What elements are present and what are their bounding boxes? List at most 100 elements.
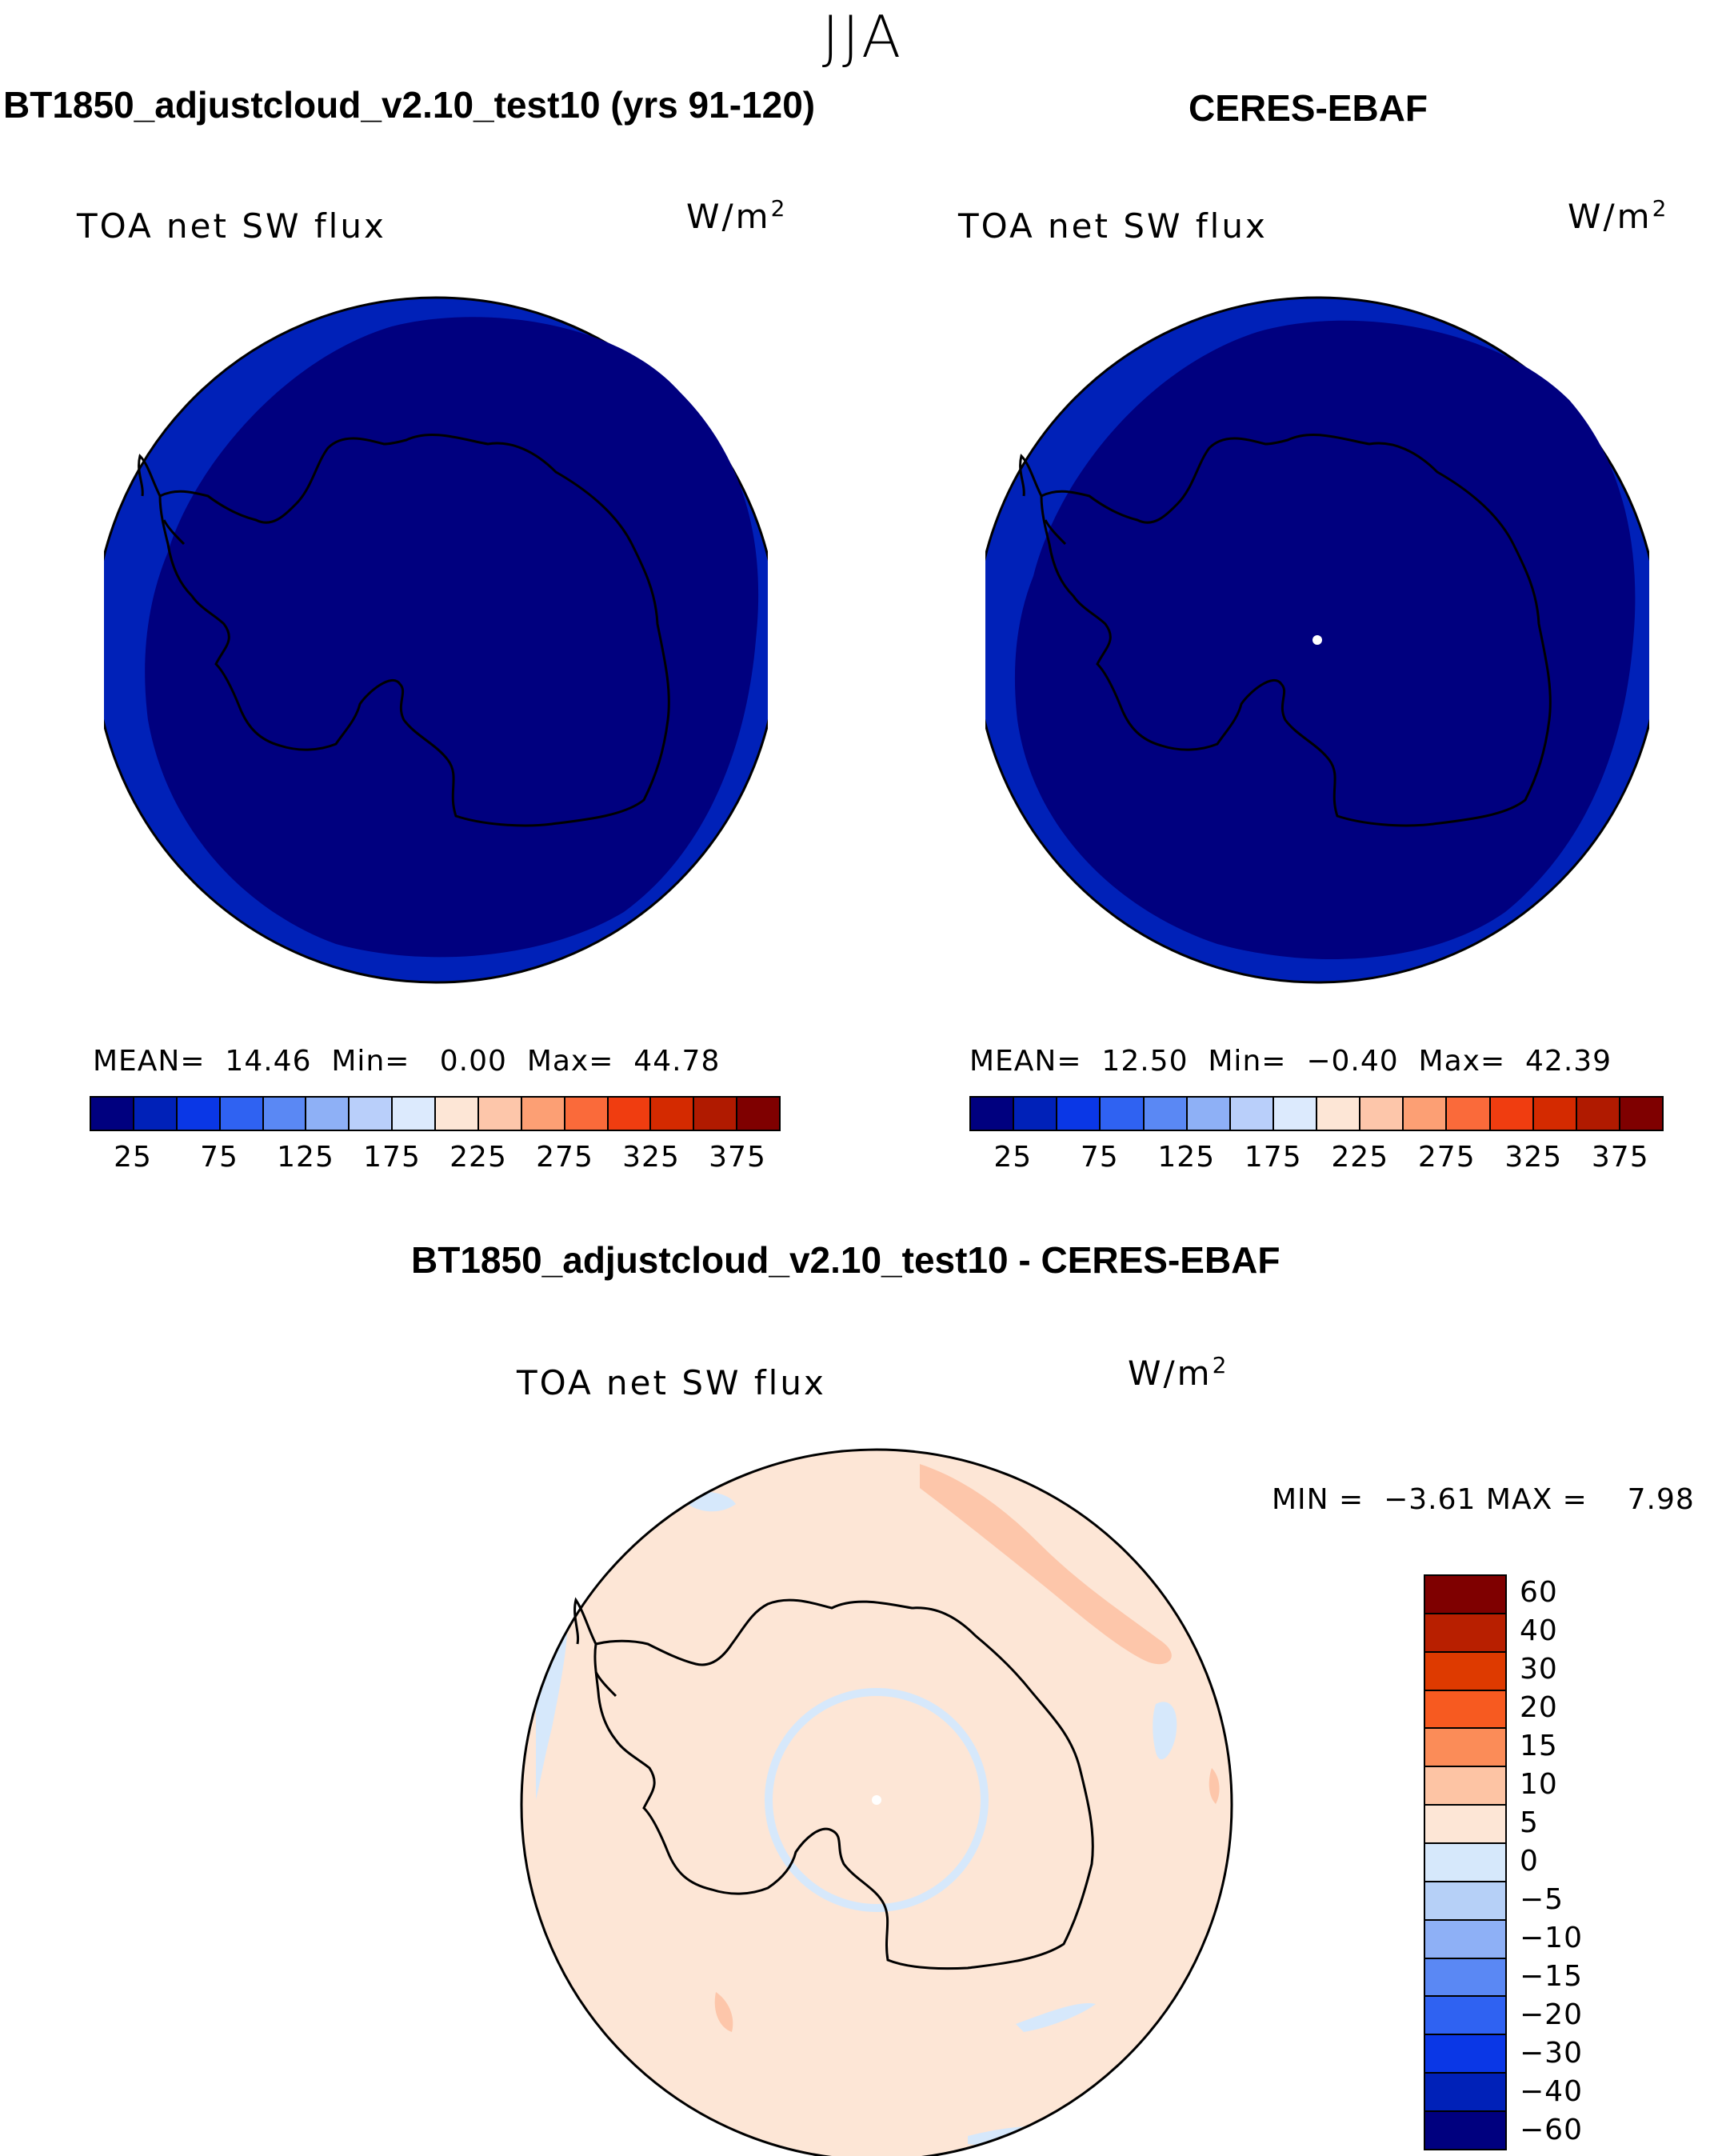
diff-negative-patch-south [1016,2003,1096,2032]
model-colorbar-swatch [608,1098,652,1130]
obs-colorbar-swatch [1144,1098,1188,1130]
diff-positive-patch-east [1209,1768,1220,1804]
obs-colorbar-tick-label: 25 [993,1141,1033,1174]
diff-variable-label: TOA net SW flux [517,1363,826,1402]
diff-colorbar-swatch [1425,2035,1505,2074]
model-colorbar-swatch [177,1098,221,1130]
diff-min-value: −3.61 [1384,1483,1476,1516]
obs-map-inner-field [1014,320,1636,960]
model-panel-title: BT1850_adjustcloud_v2.10_test10 (yrs 91-… [3,84,816,126]
obs-colorbar-tick-label: 225 [1331,1141,1389,1174]
obs-colorbar [969,1096,1664,1131]
diff-map [520,1448,1233,2156]
model-mean-value: 14.46 [225,1045,312,1078]
obs-colorbar-tick-label: 75 [1080,1141,1119,1174]
model-mean-label: MEAN= [93,1045,206,1078]
model-max-value: 44.78 [633,1045,721,1078]
model-max-label: Max= [526,1045,614,1078]
diff-colorbar-tick-label: 10 [1520,1768,1558,1801]
obs-colorbar-swatch [1576,1098,1620,1130]
model-colorbar-swatch [134,1098,178,1130]
model-colorbar-tick-label: 325 [622,1141,680,1174]
diff-colorbar-swatch [1425,2074,1505,2113]
model-peninsula [138,454,186,546]
obs-antarctica-coastline [1040,434,1552,827]
obs-colorbar-tick-label: 375 [1591,1141,1649,1174]
diff-colorbar-tick-label: −10 [1520,1922,1583,1954]
diff-colorbar-swatch [1425,1882,1505,1921]
model-colorbar-swatch [350,1098,394,1130]
model-min-value: 0.00 [439,1045,507,1078]
obs-colorbar-swatch [1447,1098,1491,1130]
obs-map [985,296,1649,984]
obs-colorbar-swatch [1360,1098,1404,1130]
diff-colorbar-swatch [1425,1729,1505,1768]
obs-colorbar-labels: 25 75 125 175 225 275 325 375 [969,1141,1664,1181]
diff-colorbar-tick-label: 40 [1520,1614,1558,1647]
obs-mean-label: MEAN= [969,1045,1082,1078]
diff-colorbar-swatch [1425,1920,1505,1959]
model-colorbar-tick-label: 25 [114,1141,152,1174]
model-colorbar-swatch [263,1098,307,1130]
diff-colorbar-tick-label: 5 [1520,1806,1539,1839]
model-colorbar-labels: 25 75 125 175 225 275 325 375 [90,1141,781,1181]
model-units-label: W/m2 [686,195,788,236]
obs-max-value: 42.39 [1525,1045,1612,1078]
obs-units-label: W/m2 [1568,195,1669,236]
obs-colorbar-swatch [1101,1098,1145,1130]
model-map-inner-field [145,317,759,958]
obs-colorbar-tick-label: 275 [1417,1141,1476,1174]
diff-colorbar-tick-label: 20 [1520,1691,1558,1724]
diff-stats: MIN = −3.61 MAX = 7.98 [1272,1483,1695,1516]
model-stats: MEAN= 14.46 Min= 0.00 Max= 44.78 [93,1045,720,1078]
model-colorbar-tick-label: 75 [200,1141,238,1174]
diff-units-label: W/m2 [1128,1352,1229,1393]
model-colorbar-tick-label: 275 [536,1141,593,1174]
obs-colorbar-swatch [1317,1098,1361,1130]
diff-map-border [520,1448,1233,2156]
diff-positive-band [920,1464,1172,1665]
diff-max-value: 7.98 [1627,1483,1695,1516]
obs-min-value: −0.40 [1306,1045,1399,1078]
diff-colorbar-tick-label: −15 [1520,1960,1583,1993]
season-title: JJA [821,3,905,70]
model-colorbar-swatch [651,1098,695,1130]
diff-colorbar-tick-label: −30 [1520,2037,1583,2070]
diff-colorbar-swatch [1425,2112,1505,2149]
obs-colorbar-swatch [1533,1098,1577,1130]
diff-antarctica-coastline [593,1598,1094,1970]
model-colorbar [90,1096,781,1131]
obs-colorbar-swatch [1057,1098,1101,1130]
obs-mean-value: 12.50 [1101,1045,1189,1078]
diff-colorbar-swatch [1425,1844,1505,1882]
diff-min-label: MIN = [1272,1483,1364,1516]
diff-colorbar-swatch [1425,1614,1505,1653]
obs-stats: MEAN= 12.50 Min= −0.40 Max= 42.39 [969,1045,1612,1078]
obs-colorbar-swatch [1230,1098,1274,1130]
model-colorbar-swatch [478,1098,522,1130]
obs-max-label: Max= [1418,1045,1506,1078]
obs-colorbar-swatch [1490,1098,1534,1130]
diff-peninsula [573,1597,617,1698]
diff-colorbar-tick-label: 60 [1520,1576,1558,1609]
model-colorbar-swatch [694,1098,738,1130]
obs-colorbar-swatch [1404,1098,1448,1130]
obs-colorbar-swatch [1187,1098,1231,1130]
diff-colorbar-tick-label: 30 [1520,1653,1558,1686]
diff-colorbar-tick-label: −5 [1520,1883,1564,1916]
diff-colorbar-swatch [1425,1958,1505,1998]
diff-colorbar-tick-label: −40 [1520,2075,1583,2108]
diff-colorbar-swatch [1425,1806,1505,1845]
diff-colorbar-tick-label: 15 [1520,1730,1558,1762]
diff-colorbar-swatch [1425,1767,1505,1806]
diff-colorbar-tick-label: 0 [1520,1845,1539,1878]
model-colorbar-swatch [306,1098,350,1130]
diff-negative-patch-west [536,1616,568,1800]
diff-colorbar-labels: 60 40 30 20 15 10 5 0 −5 −10 −15 −20 −30 −40 −60 [1520,1574,1616,2150]
model-colorbar-tick-label: 175 [363,1141,421,1174]
obs-panel-title: CERES-EBAF [1189,87,1428,129]
model-colorbar-swatch [521,1098,565,1130]
model-colorbar-swatch [565,1098,609,1130]
obs-variable-label: TOA net SW flux [958,206,1268,246]
diff-colorbar-tick-label: −60 [1520,2114,1583,2146]
